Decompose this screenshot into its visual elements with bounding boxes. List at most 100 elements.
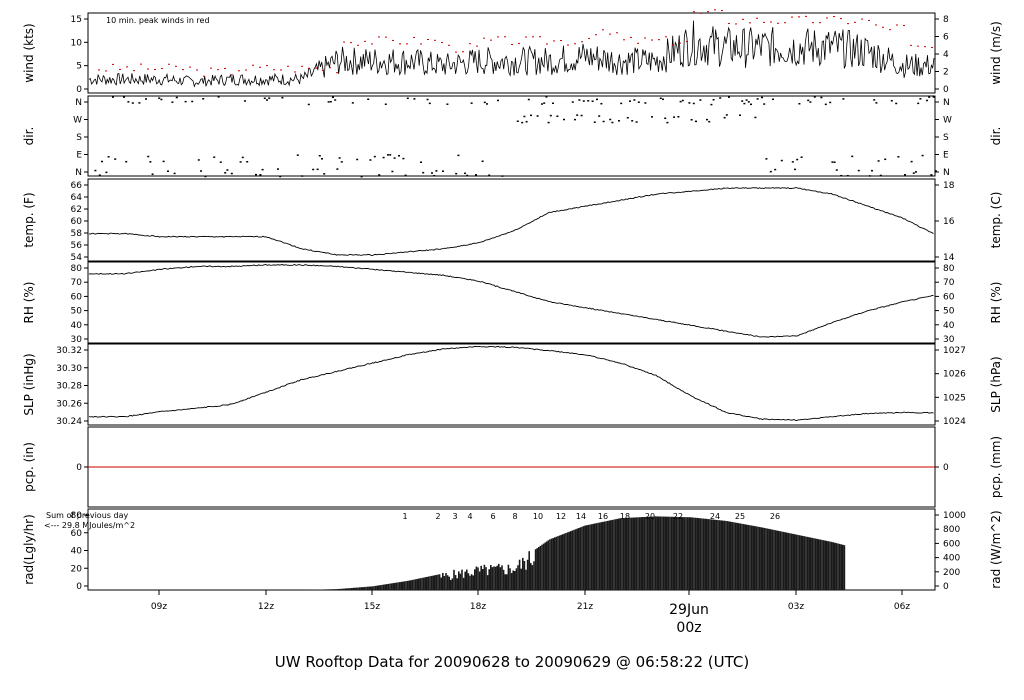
x-tick-label: 12z xyxy=(258,602,274,612)
x-tick-label: 03z xyxy=(788,602,804,612)
dir-point xyxy=(800,156,803,158)
wind-peak-mark xyxy=(812,22,814,24)
dir-ytick-label-left: W xyxy=(73,116,82,126)
dir-point xyxy=(200,170,202,172)
wind-peak-mark xyxy=(469,43,471,45)
dir-point xyxy=(631,120,634,122)
dir-point xyxy=(747,101,750,103)
dir-point xyxy=(930,174,933,176)
dir-point xyxy=(780,159,783,162)
wind-peak-mark xyxy=(126,66,128,68)
dir-point xyxy=(470,102,473,104)
wind-peak-mark xyxy=(385,36,387,38)
dir-point xyxy=(611,121,614,124)
wind-ytick-label-left: 10 xyxy=(71,38,83,48)
dir-point xyxy=(226,169,229,171)
dir-point xyxy=(241,156,244,159)
dir-point xyxy=(464,172,466,175)
wind-peak-mark xyxy=(623,39,625,41)
dir-point xyxy=(576,114,579,116)
rad-ytick-label-right: 800 xyxy=(943,525,960,535)
dir-point xyxy=(591,100,594,102)
dir-point xyxy=(695,120,697,123)
slp-ytick-label-left: 30.24 xyxy=(56,417,82,427)
temp-ytick-label-left: 58 xyxy=(71,229,83,239)
rad-ytick-label-right: 1000 xyxy=(943,511,966,521)
dir-point xyxy=(580,114,583,117)
dir-point xyxy=(919,98,922,100)
dir-point xyxy=(455,172,458,175)
temp-ytick-label-left: 60 xyxy=(71,217,83,227)
dir-point xyxy=(912,172,915,174)
wind-annotation: 10 min. peak winds in red xyxy=(106,16,210,25)
x-tick-label: 09z xyxy=(151,602,167,612)
wind-peak-mark xyxy=(245,69,247,71)
dir-point xyxy=(481,160,484,163)
temp-ytick-label-left: 56 xyxy=(71,241,83,251)
dir-point xyxy=(204,175,207,178)
dir-point xyxy=(543,102,546,104)
dir-point xyxy=(563,118,565,121)
wind-peak-mark xyxy=(315,67,317,69)
dir-point xyxy=(884,158,887,161)
dir-point xyxy=(321,158,323,160)
dir-point xyxy=(244,100,246,102)
dir-point xyxy=(497,99,499,102)
wind-peak-mark xyxy=(511,43,513,45)
dir-point xyxy=(545,96,548,98)
wind-peak-mark xyxy=(371,43,373,45)
wind-panel: wind (kts) wind (m/s) 0 5 10 15 0 2 4 6 8 10 min. p… xyxy=(22,9,1003,95)
wind-peak-mark xyxy=(749,22,751,24)
wind-peak-mark xyxy=(147,68,149,70)
dir-point xyxy=(602,120,605,123)
wind-peak-mark xyxy=(665,36,667,38)
dir-point xyxy=(101,160,103,163)
wind-peak-mark xyxy=(392,39,394,41)
wind-peak-mark xyxy=(539,36,541,38)
wind-peak-mark xyxy=(112,63,114,65)
dir-point xyxy=(547,121,550,124)
rh-ytick-label-right: 70 xyxy=(943,278,955,288)
dir-point xyxy=(879,174,882,177)
rad-cumulative-label: 3 xyxy=(452,512,457,521)
dir-point xyxy=(772,98,774,101)
dir-point xyxy=(769,170,772,173)
dir-point xyxy=(175,96,178,99)
dir-point xyxy=(763,103,766,105)
slp-ylabel-right: SLP (hPa) xyxy=(989,356,1003,412)
dir-point xyxy=(127,101,130,103)
wind-peak-mark xyxy=(679,42,681,44)
rad-ytick-label-left: 80 xyxy=(71,511,83,521)
dir-point xyxy=(391,170,394,173)
dir-point xyxy=(318,154,321,157)
dir-point xyxy=(259,174,262,176)
temp-ylabel-left: temp. (F) xyxy=(22,192,36,247)
dir-point xyxy=(527,98,530,101)
pcp-ylabel-right: pcp. (mm) xyxy=(989,436,1003,498)
dir-point xyxy=(382,156,385,159)
dir-point xyxy=(692,102,695,105)
dir-point xyxy=(457,154,460,157)
wind-peak-mark xyxy=(602,29,604,31)
pcp-panel: pcp. (in) pcp. (mm) 0 0 xyxy=(22,426,1003,508)
dir-point xyxy=(723,116,726,119)
dir-point xyxy=(398,155,400,157)
dir-point xyxy=(384,103,387,105)
dir-point xyxy=(578,99,581,101)
wind-peak-mark xyxy=(203,75,205,77)
rad-cumulative-label: 26 xyxy=(770,512,780,521)
dir-point xyxy=(833,161,836,163)
dir-point xyxy=(609,118,612,121)
wind-peak-mark xyxy=(896,24,898,26)
dir-point xyxy=(915,171,917,173)
wind-peak-mark xyxy=(595,34,597,36)
dir-point xyxy=(332,96,334,99)
dir-point xyxy=(219,161,222,163)
dir-point xyxy=(666,121,669,124)
slp-ytick-label-right: 1024 xyxy=(943,417,966,427)
dir-point xyxy=(327,101,330,103)
dir-point xyxy=(171,101,174,103)
dir-point xyxy=(664,117,667,120)
wind-peak-mark xyxy=(105,70,107,72)
dir-point xyxy=(798,102,801,105)
